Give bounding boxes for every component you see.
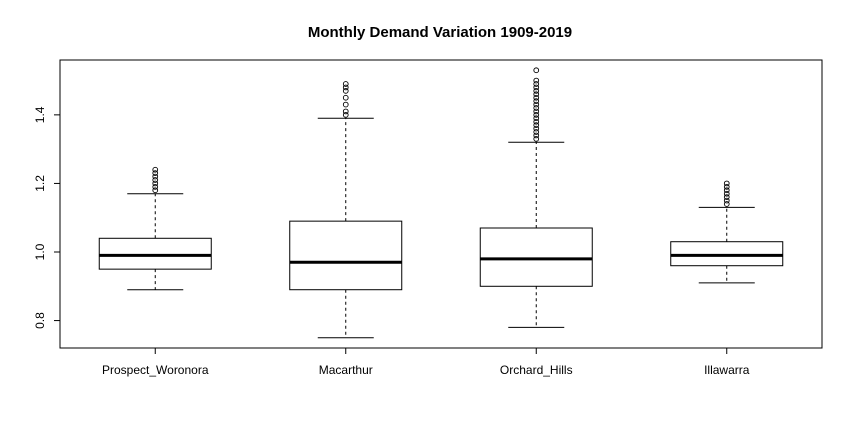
- outlier-point: [533, 81, 540, 87]
- box-orchard-hills: [479, 67, 593, 328]
- outlier-point: [723, 194, 730, 200]
- x-axis-labels: Prospect_Woronora Macarthur Orchard_Hills I…: [102, 348, 750, 377]
- outlier-point: [342, 112, 349, 118]
- outlier-point: [152, 184, 159, 190]
- y-axis: 0.8 1.0 1.2 1.4: [33, 106, 60, 329]
- outlier-point: [342, 81, 349, 87]
- outlier-point: [533, 136, 540, 142]
- iqr-box: [670, 241, 784, 267]
- chart-title: Monthly Demand Variation 1909-2019: [308, 24, 572, 41]
- outlier-point: [533, 101, 540, 108]
- outlier-point: [342, 101, 349, 108]
- box-macarthur: [289, 81, 403, 339]
- outlier-point: [533, 88, 540, 94]
- outlier-point: [723, 201, 730, 207]
- y-tick-label: 1.4: [33, 106, 47, 123]
- x-tick-label: Orchard_Hills: [500, 363, 573, 377]
- outlier-point: [533, 129, 540, 135]
- outlier-point: [152, 173, 159, 180]
- outlier-point: [533, 132, 540, 139]
- outlier-point: [533, 67, 540, 74]
- x-tick-label: Illawarra: [704, 363, 750, 377]
- outlier-point: [533, 84, 540, 91]
- box-group: [98, 67, 784, 339]
- outlier-point: [723, 190, 730, 197]
- outlier-point: [152, 180, 159, 187]
- outlier-point: [533, 91, 540, 98]
- outlier-point: [533, 98, 540, 104]
- outlier-point: [342, 108, 349, 115]
- y-tick-label: 1.2: [33, 175, 47, 192]
- outlier-point: [723, 180, 730, 187]
- outlier-point: [723, 184, 730, 190]
- outlier-point: [342, 88, 349, 94]
- outlier-point: [723, 197, 730, 204]
- outlier-point: [152, 170, 159, 176]
- iqr-box: [479, 227, 593, 287]
- outlier-point: [533, 94, 540, 101]
- outlier-point: [723, 187, 730, 194]
- outlier-point: [342, 84, 349, 91]
- box-prospect-woronora: [98, 166, 212, 291]
- plot-frame: [59, 59, 823, 349]
- outlier-point: [152, 187, 159, 194]
- outlier-point: [533, 125, 540, 132]
- box-illawarra: [670, 180, 784, 284]
- y-tick-label: 0.8: [33, 312, 47, 329]
- x-tick-label: Macarthur: [319, 363, 373, 377]
- outlier-point: [152, 177, 159, 183]
- outlier-point: [152, 166, 159, 173]
- outlier-point: [533, 118, 540, 125]
- outlier-point: [533, 77, 540, 84]
- y-tick-label: 1.0: [33, 243, 47, 260]
- iqr-box: [289, 220, 403, 291]
- outlier-point: [533, 122, 540, 128]
- outlier-point: [533, 112, 540, 118]
- outlier-point: [342, 94, 349, 101]
- outlier-point: [533, 115, 540, 122]
- outlier-point: [533, 105, 540, 111]
- outlier-point: [533, 108, 540, 115]
- iqr-box: [98, 237, 212, 270]
- x-tick-label: Prospect_Woronora: [102, 363, 209, 377]
